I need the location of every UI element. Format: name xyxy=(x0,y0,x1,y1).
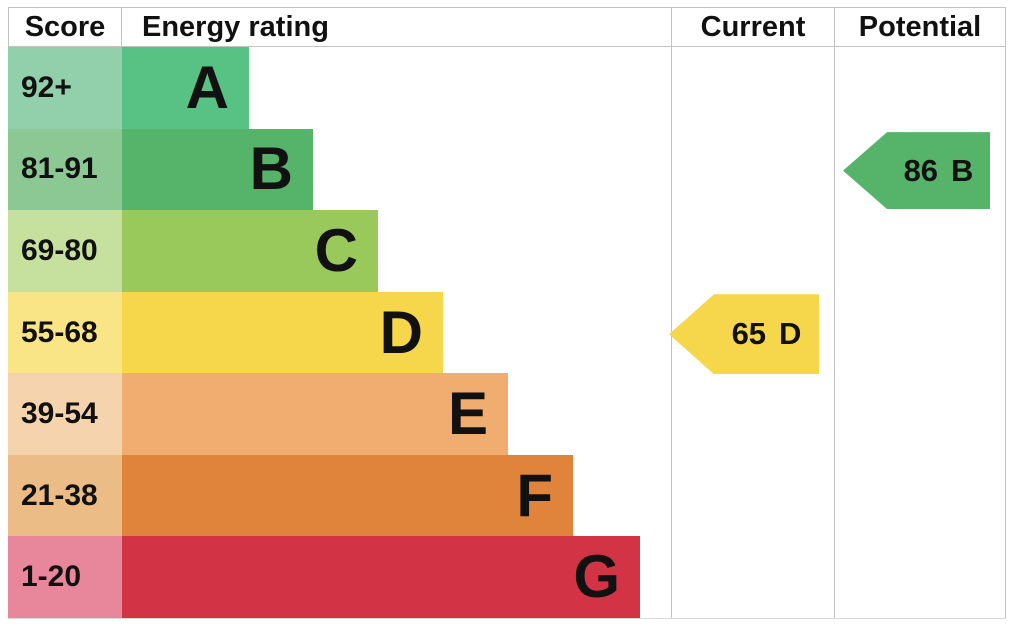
current-arrow-grade: D xyxy=(779,316,802,352)
band-score-range: 92+ xyxy=(8,47,122,129)
current-arrow-score: 65 xyxy=(731,316,767,352)
band-bar: C xyxy=(122,210,378,292)
band-letter: E xyxy=(447,380,488,448)
band-letter: D xyxy=(379,298,423,366)
current-header: Current xyxy=(672,7,835,47)
band-bar: D xyxy=(122,291,443,374)
band-row: 92+ A xyxy=(8,47,1006,129)
band-letter: A xyxy=(185,53,229,121)
band-row: 39-54 E xyxy=(8,373,1006,455)
epc-chart: Score Energy rating Current Potential 92… xyxy=(8,7,1006,619)
band-letter: C xyxy=(314,216,358,284)
band-row: 1-20 G xyxy=(8,536,1006,619)
band-row: 69-80 C xyxy=(8,210,1006,292)
band-bar: A xyxy=(122,47,249,129)
band-letter: B xyxy=(249,135,293,203)
table-right-border xyxy=(1005,47,1006,618)
potential-arrow-grade: B xyxy=(951,152,974,188)
score-header: Score xyxy=(8,7,122,47)
band-bar: F xyxy=(122,454,573,537)
band-row: 21-38 F xyxy=(8,454,1006,537)
band-score-range: 21-38 xyxy=(8,454,122,537)
band-bar: B xyxy=(122,128,313,211)
band-score-range: 81-91 xyxy=(8,128,122,211)
band-letter: G xyxy=(573,543,620,611)
column-divider-potential xyxy=(834,47,835,618)
band-bar: G xyxy=(122,536,640,619)
band-score-range: 55-68 xyxy=(8,291,122,374)
header-row: Score Energy rating Current Potential xyxy=(8,7,1006,47)
energy-rating-header: Energy rating xyxy=(122,7,672,47)
potential-header: Potential xyxy=(835,7,1006,47)
chart-body: 92+ A 81-91 B 69-80 C 55-68 D 39-54 E 21… xyxy=(8,47,1006,619)
band-letter: F xyxy=(516,461,553,529)
band-row: 55-68 D xyxy=(8,291,1006,374)
band-row: 81-91 B xyxy=(8,128,1006,211)
band-rows: 92+ A 81-91 B 69-80 C 55-68 D 39-54 E 21… xyxy=(8,47,1006,619)
band-score-range: 1-20 xyxy=(8,536,122,619)
potential-arrow-score: 86 xyxy=(903,152,939,188)
band-score-range: 69-80 xyxy=(8,210,122,292)
band-score-range: 39-54 xyxy=(8,373,122,455)
band-bar: E xyxy=(122,373,508,455)
